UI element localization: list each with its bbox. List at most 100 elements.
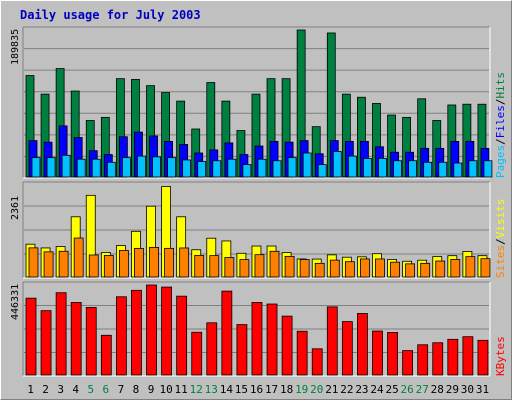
bar-kbytes-day-28 xyxy=(432,342,444,376)
bar-pages-day-7 xyxy=(121,157,131,178)
bar-pages-day-19 xyxy=(302,152,312,178)
bar-pages-day-13 xyxy=(212,160,222,178)
bar-sites-day-3 xyxy=(58,250,69,278)
bar-kbytes-day-15 xyxy=(236,324,248,376)
axis-max-label: 2361 xyxy=(10,196,21,220)
bar-sites-day-9 xyxy=(149,246,159,278)
bar-kbytes-day-18 xyxy=(281,315,293,376)
bar-pages-day-26 xyxy=(408,160,418,178)
bar-kbytes-day-8 xyxy=(131,289,142,376)
day-label-4: 4 xyxy=(72,383,79,396)
bar-sites-day-4 xyxy=(73,237,84,278)
bar-pages-day-20 xyxy=(317,164,327,178)
bar-kbytes-day-9 xyxy=(146,284,157,376)
bar-kbytes-day-3 xyxy=(55,292,67,376)
day-label-23: 23 xyxy=(355,383,368,396)
bar-pages-day-4 xyxy=(76,158,86,178)
bar-pages-day-2 xyxy=(46,157,56,178)
bar-kbytes-day-30 xyxy=(462,336,474,376)
day-labels: 1 2 3 4 5 6 7 8 9 10 11 12 13 14 15 16 17 18 19 20 21 22 23 24 2… xyxy=(27,383,489,396)
bar-sites-day-23 xyxy=(360,258,370,278)
day-label-26: 26 xyxy=(401,383,414,396)
bar-kbytes-day-20 xyxy=(311,348,323,376)
day-label-29: 29 xyxy=(446,383,459,396)
bar-sites-day-6 xyxy=(103,255,114,278)
bar-pages-day-16 xyxy=(257,158,267,178)
bar-sites-day-25 xyxy=(390,261,400,278)
panel-kbytes: 446331 xyxy=(10,281,491,377)
bar-kbytes-day-31 xyxy=(477,339,489,376)
chart-title: Daily usage for July 2003 xyxy=(20,8,201,22)
day-label-27: 27 xyxy=(416,383,429,396)
panel-hits_files_pages: 189835 xyxy=(10,26,493,179)
day-label-24: 24 xyxy=(370,383,384,396)
bar-kbytes-day-26 xyxy=(402,350,414,376)
bar-pages-day-3 xyxy=(61,154,71,178)
day-label-28: 28 xyxy=(431,383,444,396)
bar-kbytes-day-10 xyxy=(161,286,172,376)
bar-sites-day-1 xyxy=(28,247,39,278)
bar-pages-day-24 xyxy=(378,158,387,178)
day-label-2: 2 xyxy=(42,383,49,396)
bar-sites-day-11 xyxy=(179,247,190,278)
legend-0: Pages/Files/Hits xyxy=(494,72,507,178)
bar-pages-day-8 xyxy=(137,155,146,178)
bar-sites-day-28 xyxy=(435,260,446,278)
day-label-13: 13 xyxy=(205,383,218,396)
bar-kbytes-day-7 xyxy=(115,296,127,376)
bar-kbytes-day-29 xyxy=(447,338,459,376)
bar-pages-day-23 xyxy=(363,158,372,178)
bar-pages-day-9 xyxy=(152,156,161,178)
bar-sites-day-19 xyxy=(299,259,310,278)
bar-sites-day-12 xyxy=(194,255,205,278)
bar-kbytes-day-13 xyxy=(206,322,218,376)
bar-pages-day-22 xyxy=(347,155,357,178)
bar-sites-day-17 xyxy=(269,250,280,278)
day-label-5: 5 xyxy=(87,383,94,396)
day-label-9: 9 xyxy=(148,383,155,396)
bar-pages-day-17 xyxy=(272,160,282,178)
day-label-20: 20 xyxy=(310,383,323,396)
bar-pages-day-14 xyxy=(227,158,237,178)
day-label-21: 21 xyxy=(325,383,338,396)
bar-pages-day-6 xyxy=(106,161,116,178)
day-label-19: 19 xyxy=(295,383,308,396)
bar-kbytes-day-24 xyxy=(372,330,383,376)
day-label-12: 12 xyxy=(190,383,203,396)
bar-pages-day-10 xyxy=(167,157,176,178)
bar-sites-day-7 xyxy=(118,250,129,278)
day-label-16: 16 xyxy=(250,383,263,396)
bar-kbytes-day-5 xyxy=(85,307,97,376)
legend-word: / xyxy=(494,138,507,145)
bar-pages-day-30 xyxy=(468,160,478,178)
bar-sites-day-24 xyxy=(375,258,385,278)
bar-pages-day-18 xyxy=(287,157,297,178)
bar-kbytes-day-12 xyxy=(191,331,203,376)
bar-sites-day-27 xyxy=(420,262,431,278)
bar-pages-day-28 xyxy=(438,161,448,178)
bar-kbytes-day-21 xyxy=(326,306,338,376)
bar-pages-day-15 xyxy=(242,164,252,178)
bar-kbytes-day-27 xyxy=(417,344,429,376)
day-label-8: 8 xyxy=(133,383,140,396)
day-label-7: 7 xyxy=(118,383,125,396)
panel-visits_sites: 2361 xyxy=(10,181,491,279)
bar-sites-day-5 xyxy=(88,254,99,278)
bar-pages-day-11 xyxy=(182,159,192,178)
bar-pages-day-29 xyxy=(453,162,463,178)
bar-sites-day-29 xyxy=(450,259,461,278)
bar-kbytes-day-6 xyxy=(100,334,112,376)
day-label-3: 3 xyxy=(57,383,64,396)
bar-sites-day-26 xyxy=(405,263,416,278)
day-label-14: 14 xyxy=(220,383,234,396)
bar-sites-day-31 xyxy=(480,258,491,278)
bar-kbytes-day-19 xyxy=(296,330,308,376)
day-label-15: 15 xyxy=(235,383,248,396)
bar-pages-day-1 xyxy=(31,157,41,178)
day-label-11: 11 xyxy=(175,383,188,396)
day-label-17: 17 xyxy=(265,383,278,396)
bar-sites-day-18 xyxy=(284,255,295,278)
day-label-22: 22 xyxy=(340,383,353,396)
